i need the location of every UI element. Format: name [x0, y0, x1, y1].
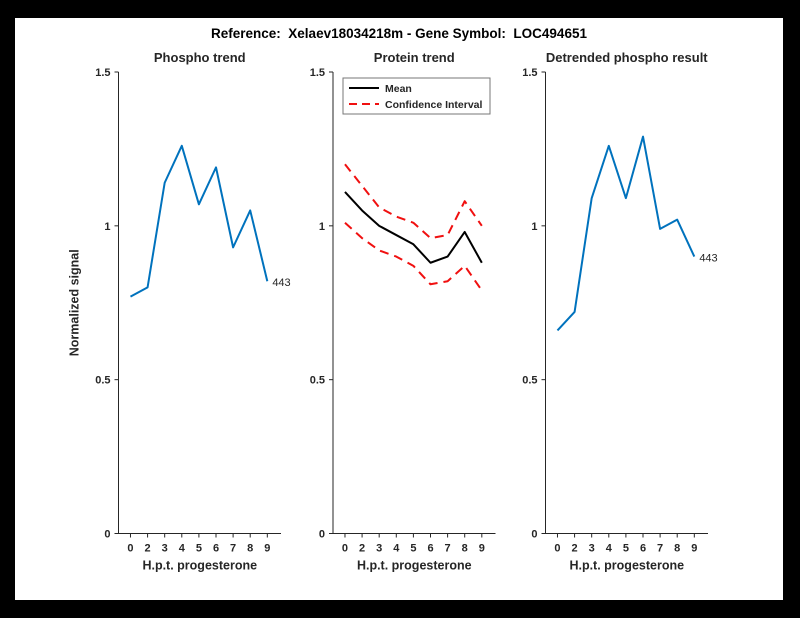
y-axis-label: Normalized signal — [68, 249, 82, 356]
x-axis-label: H.p.t. progesterone — [357, 559, 472, 573]
series-line-detrended-signal — [556, 135, 696, 332]
x-tick-label: 4 — [606, 543, 613, 555]
y-tick-label: 0 — [531, 529, 537, 541]
x-tick-label: 4 — [393, 543, 400, 555]
y-tick-label: 0.5 — [310, 375, 325, 387]
y-tick-label: 1.5 — [310, 67, 325, 79]
x-tick-label: 0 — [342, 543, 348, 555]
x-tick-label: 3 — [376, 543, 382, 555]
x-axis-label: H.p.t. progesterone — [569, 559, 684, 573]
x-tick-label: 6 — [213, 543, 219, 555]
x-tick-label: 3 — [589, 543, 595, 555]
subplot-title: Detrended phospho result — [546, 50, 708, 65]
figure-canvas: Reference: Xelaev18034218m - Gene Symbol… — [15, 18, 783, 600]
subplot-title: Phospho trend — [154, 50, 246, 65]
x-tick-label: 8 — [247, 543, 253, 555]
x-tick-label: 8 — [462, 543, 468, 555]
legend-box — [342, 77, 491, 115]
y-tick-label: 1.5 — [95, 67, 110, 79]
endpoint-label: 443 — [699, 253, 717, 265]
y-tick-label: 0.5 — [95, 375, 110, 387]
x-tick-label: 9 — [691, 543, 697, 555]
x-tick-label: 8 — [674, 543, 680, 555]
series-line-ci-lower — [344, 222, 483, 292]
x-tick-label: 7 — [230, 543, 236, 555]
y-tick-label: 1 — [104, 221, 110, 233]
x-axis-label: H.p.t. progesterone — [142, 559, 257, 573]
x-tick-label: 2 — [145, 543, 151, 555]
x-tick-label: 7 — [445, 543, 451, 555]
figure-title: Reference: Xelaev18034218m - Gene Symbol… — [211, 26, 587, 41]
y-tick-label: 1 — [531, 221, 537, 233]
series-line-ci-upper — [344, 163, 483, 240]
x-tick-label: 5 — [196, 543, 202, 555]
x-tick-label: 2 — [359, 543, 365, 555]
x-tick-label: 2 — [572, 543, 578, 555]
y-tick-label: 0.5 — [522, 375, 537, 387]
x-tick-label: 4 — [179, 543, 186, 555]
x-tick-label: 7 — [657, 543, 663, 555]
x-tick-label: 0 — [554, 543, 560, 555]
y-tick-label: 0 — [319, 529, 325, 541]
endpoint-label: 443 — [272, 277, 290, 289]
y-tick-label: 0 — [104, 529, 110, 541]
x-tick-label: 6 — [427, 543, 433, 555]
x-tick-label: 5 — [410, 543, 416, 555]
series-line-phospho-signal — [129, 144, 269, 298]
x-tick-label: 0 — [127, 543, 133, 555]
charts-svg: 00.511.50 2 3 4 5 6 7 8 9H.p.t. progesteronePhos… — [68, 50, 718, 573]
x-tick-label: 9 — [479, 543, 485, 555]
x-tick-label: 5 — [623, 543, 629, 555]
series-line-mean — [344, 191, 483, 264]
x-tick-label: 3 — [162, 543, 168, 555]
y-tick-label: 1.5 — [522, 67, 537, 79]
x-tick-label: 6 — [640, 543, 646, 555]
legend-entry-label: Confidence Interval — [385, 99, 483, 111]
y-tick-label: 1 — [319, 221, 325, 233]
subplot-title: Protein trend — [374, 50, 455, 65]
legend-entry-label: Mean — [385, 83, 412, 95]
x-tick-label: 9 — [264, 543, 270, 555]
